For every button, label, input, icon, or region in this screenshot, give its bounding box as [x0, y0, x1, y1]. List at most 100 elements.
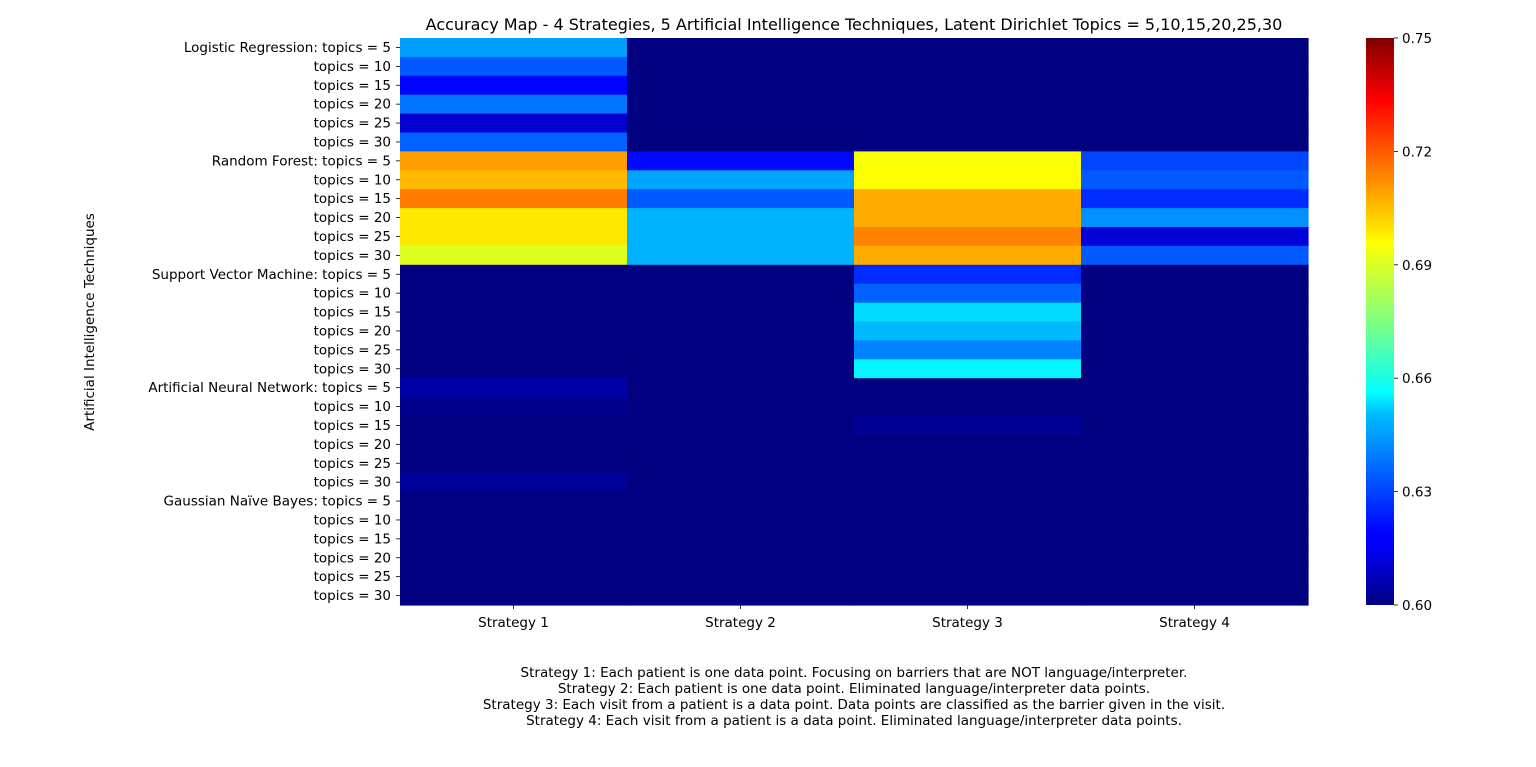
y-tick-label: topics = 30: [314, 475, 391, 491]
heatmap-cell: [1081, 264, 1309, 285]
heatmap-cell: [1081, 302, 1309, 323]
heatmap-cell: [627, 378, 855, 398]
heatmap-cell: [627, 302, 855, 323]
heatmap-cell: [1081, 321, 1309, 341]
heatmap-cell: [400, 586, 628, 606]
heatmap-cell: [854, 170, 1082, 190]
heatmap-cell: [400, 264, 628, 285]
heatmap-cell: [1081, 397, 1309, 417]
x-tick-label: Strategy 4: [1159, 615, 1230, 631]
heatmap-cell: [1081, 472, 1309, 493]
y-tick-label: topics = 15: [314, 531, 391, 547]
y-tick-label: topics = 15: [314, 78, 391, 94]
colorbar-tick-label: 0.60: [1402, 598, 1432, 614]
heatmap-cell: [1081, 56, 1309, 77]
y-tick-label: topics = 20: [314, 437, 391, 453]
heatmap-cell: [627, 245, 855, 266]
caption-line: Strategy 3: Each visit from a patient is…: [482, 697, 1226, 713]
heatmap-cell: [627, 208, 855, 228]
heatmap-cell: [627, 567, 855, 587]
heatmap-cell: [400, 75, 628, 96]
caption-line: Strategy 2: Each patient is one data poi…: [557, 681, 1151, 697]
y-tick-label: topics = 10: [314, 286, 391, 302]
heatmap-cell: [1081, 75, 1309, 96]
x-tick-labels: Strategy 1 Strategy 2 Strategy 3 Strategy 4: [478, 605, 1230, 631]
heatmap-cell: [854, 397, 1082, 417]
y-tick-label: topics = 30: [314, 248, 391, 264]
heatmap-cell: [400, 151, 628, 171]
heatmap-cell: [627, 283, 855, 304]
heatmap-cell: [400, 510, 628, 530]
y-tick-label: topics = 25: [314, 229, 391, 245]
heatmap-cell: [1081, 510, 1309, 530]
heatmap-cell: [854, 491, 1082, 512]
heatmap-cell: [400, 38, 628, 58]
heatmap-cell: [854, 416, 1082, 436]
y-tick-label: topics = 10: [314, 59, 391, 75]
heatmap-cell: [627, 56, 855, 77]
heatmap-cell: [627, 434, 855, 455]
y-tick-label: topics = 10: [314, 399, 391, 415]
heatmap-cell: [854, 378, 1082, 398]
heatmap-cell: [854, 472, 1082, 493]
heatmap-cell: [400, 132, 628, 152]
y-tick-label: Support Vector Machine: topics = 5: [152, 267, 391, 283]
y-tick-label: topics = 20: [314, 323, 391, 339]
heatmap-cell: [854, 75, 1082, 96]
heatmap-cell: [1081, 548, 1309, 568]
heatmap-cell: [627, 151, 855, 171]
y-tick-label: topics = 20: [314, 97, 391, 113]
heatmap-cell: [854, 113, 1082, 134]
heatmap-cell: [627, 548, 855, 568]
heatmap-cell: [1081, 245, 1309, 266]
heatmap-cell: [627, 510, 855, 530]
heatmap-cell: [627, 227, 855, 247]
y-tick-label: topics = 20: [314, 210, 391, 226]
y-tick-labels: Logistic Regression: topics = 5 topics = …: [148, 40, 400, 604]
heatmap-cell: [400, 321, 628, 341]
colorbar-tick-label: 0.69: [1402, 258, 1432, 274]
heatmap-cell: [400, 567, 628, 587]
heatmap-cell: [400, 189, 628, 209]
colorbar-ticks: 0.60 0.63 0.66 0.69 0.72 0.75: [1394, 31, 1432, 614]
heatmap-cell: [1081, 491, 1309, 512]
heatmap-cell: [1081, 567, 1309, 587]
heatmap-cell: [627, 529, 855, 549]
heatmap-cell: [854, 245, 1082, 266]
heatmap-cell: [854, 56, 1082, 77]
y-tick-label: Gaussian Naïve Bayes: topics = 5: [164, 494, 391, 510]
heatmap-cell: [400, 245, 628, 266]
heatmap-cell: [400, 170, 628, 190]
heatmap-cell: [1081, 283, 1309, 304]
x-tick-label: Strategy 1: [478, 615, 549, 631]
heatmap-cell: [400, 529, 628, 549]
colorbar: [1366, 38, 1394, 605]
heatmap-cell: [627, 132, 855, 152]
heatmap-cell: [400, 302, 628, 323]
heatmap-cell: [400, 359, 628, 379]
heatmap-cell: [627, 359, 855, 379]
heatmap-cell: [1081, 38, 1309, 58]
heatmap-cell: [1081, 113, 1309, 134]
y-tick-label: topics = 30: [314, 588, 391, 604]
heatmap-cell: [627, 321, 855, 341]
heatmap-cell: [400, 227, 628, 247]
heatmap-cell: [627, 94, 855, 115]
heatmap-cell: [854, 151, 1082, 171]
heatmap-cell: [400, 397, 628, 417]
heatmap-cell: [627, 75, 855, 96]
heatmap-cell: [627, 189, 855, 209]
heatmap-cell: [1081, 151, 1309, 171]
heatmap-cell: [1081, 94, 1309, 115]
heatmap-cell: [627, 416, 855, 436]
caption-line: Strategy 1: Each patient is one data poi…: [520, 665, 1188, 681]
heatmap-cell: [854, 529, 1082, 549]
y-axis-label: Artificial Intelligence Techniques: [82, 213, 98, 431]
y-tick-label: topics = 15: [314, 418, 391, 434]
heatmap-cell: [627, 491, 855, 512]
heatmap-cell: [400, 548, 628, 568]
heatmap-cell: [854, 510, 1082, 530]
heatmap-cell: [854, 434, 1082, 455]
heatmap-cell: [854, 359, 1082, 379]
